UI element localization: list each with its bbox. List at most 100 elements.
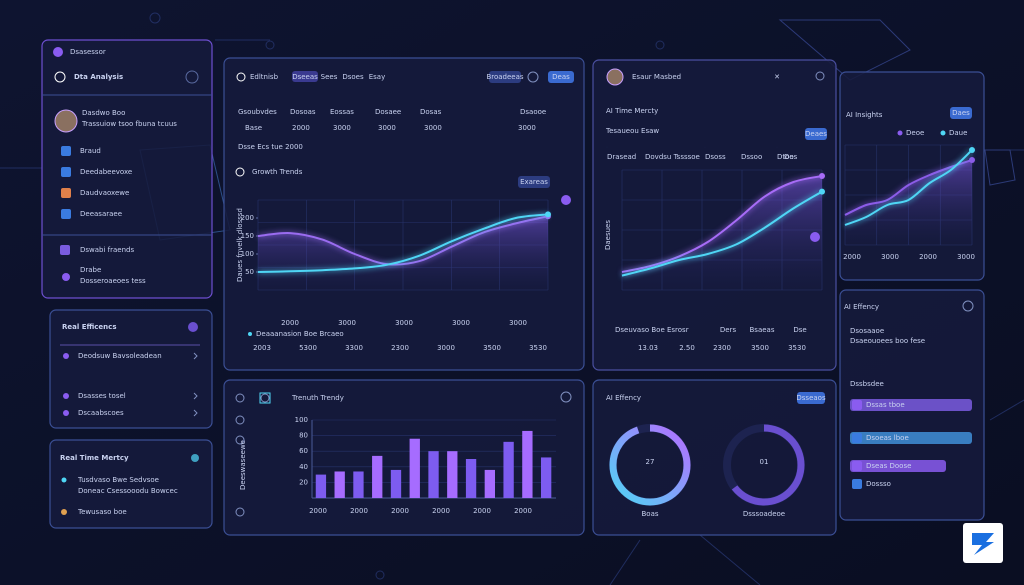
area <box>845 160 972 245</box>
x-tick-label: 2000 <box>391 507 409 515</box>
x-tick-label: 3000 <box>957 253 975 261</box>
label: Dos <box>784 153 798 161</box>
label: Dosoas <box>290 108 316 116</box>
ring-label: 01 <box>760 458 769 466</box>
dot <box>61 509 67 515</box>
title: AI Time Mercty <box>606 107 658 115</box>
icon <box>235 393 245 403</box>
x-tick-label: Ders <box>720 326 737 334</box>
progress-bar <box>850 399 972 411</box>
panel <box>223 57 585 371</box>
button[interactable] <box>805 128 827 140</box>
dot <box>188 322 198 332</box>
total: 3530 <box>788 344 806 352</box>
menu-item: Daudvaoxewe <box>80 189 129 197</box>
x-tick-label: 3000 <box>338 319 356 327</box>
stat-value: Base <box>245 124 262 132</box>
tab: Esay <box>369 73 386 81</box>
label: Dsssoadeoe <box>743 510 785 518</box>
label: Dsaooe <box>520 108 546 116</box>
icon <box>235 435 245 445</box>
label: Daue <box>949 129 967 137</box>
dot <box>561 195 571 205</box>
label: Dsse Ecs tue 2000 <box>238 143 303 151</box>
label: Tesaueou Esaw <box>605 127 659 135</box>
label: Dosas <box>420 108 442 116</box>
label: Tusdvaso Bwe Sedvsoe <box>77 476 159 484</box>
total: 2300 <box>713 344 731 352</box>
button[interactable] <box>518 176 550 188</box>
total: 3500 <box>483 344 501 352</box>
label: Trassuiow tsoo fbuna tcuus <box>81 120 177 128</box>
menu-item: Deedabeevoxe <box>80 168 132 176</box>
y-tick-label: 100 <box>241 250 254 258</box>
bar <box>540 457 552 498</box>
title: Real Time Mertcy <box>60 454 129 462</box>
label: Dswabi fraends <box>80 246 134 254</box>
x-tick-label: 3000 <box>881 253 899 261</box>
label: Dossso <box>866 480 891 488</box>
label: Drabe <box>80 266 101 274</box>
button-label: Deaes <box>805 130 827 138</box>
x-tick-label: 2000 <box>473 507 491 515</box>
x-tick-label: 2000 <box>350 507 368 515</box>
button[interactable] <box>797 392 825 404</box>
bar <box>447 451 458 498</box>
bar <box>334 471 345 498</box>
label: Dscaabscoes <box>78 409 124 417</box>
bar <box>372 455 383 498</box>
chevron <box>193 392 198 400</box>
x-tick-label: 3000 <box>395 319 413 327</box>
chevron <box>193 409 198 417</box>
icon <box>235 507 245 517</box>
button[interactable] <box>950 107 972 119</box>
x-tick-label: Dse <box>793 326 806 334</box>
x-tick-label: 2000 <box>309 507 327 515</box>
button[interactable] <box>489 71 521 83</box>
progress-bar <box>850 432 972 444</box>
line <box>621 175 823 273</box>
tab: Dseeas <box>292 73 318 81</box>
button-label: Exareas <box>520 178 548 186</box>
label: Dsasessor <box>70 48 106 56</box>
icon <box>852 433 862 443</box>
stat-value: 2000 <box>292 124 310 132</box>
dot <box>63 353 69 359</box>
icon <box>815 71 825 81</box>
label: Dseuvaso Boe Esrosr <box>615 326 689 334</box>
label: Dovdsu Tssssoe <box>645 153 700 161</box>
stat-value: 3000 <box>518 124 536 132</box>
icon <box>54 71 66 83</box>
label: Deaaanasion Boe Brcaeo <box>256 330 344 338</box>
icon <box>185 70 199 84</box>
icon <box>235 167 245 177</box>
x-tick-label: 2000 <box>432 507 450 515</box>
button[interactable] <box>548 71 574 83</box>
dot <box>545 211 551 218</box>
label: Dtoe <box>777 153 794 161</box>
dot <box>819 173 825 179</box>
icon <box>61 167 71 177</box>
tab: Sees <box>321 73 338 81</box>
stat-value: 3000 <box>424 124 442 132</box>
title: Real Efficencs <box>62 323 116 331</box>
dot <box>819 188 825 195</box>
bar <box>353 471 364 498</box>
button-label: Deas <box>552 73 570 81</box>
icon <box>61 146 71 156</box>
bar <box>409 438 420 498</box>
y-tick-label: 20 <box>299 478 308 486</box>
icon <box>260 393 270 403</box>
label: Gsoubvdes <box>238 108 277 116</box>
x-tick-label: 3000 <box>509 319 527 327</box>
label: Dsasses tosel <box>78 392 126 400</box>
line <box>621 190 823 277</box>
tab[interactable] <box>292 71 318 82</box>
label: Dosaee <box>375 108 401 116</box>
bar <box>503 441 514 498</box>
icon <box>560 391 572 403</box>
icon <box>235 415 245 425</box>
bar <box>484 469 495 498</box>
label: Dsoeas lboe <box>866 434 909 442</box>
